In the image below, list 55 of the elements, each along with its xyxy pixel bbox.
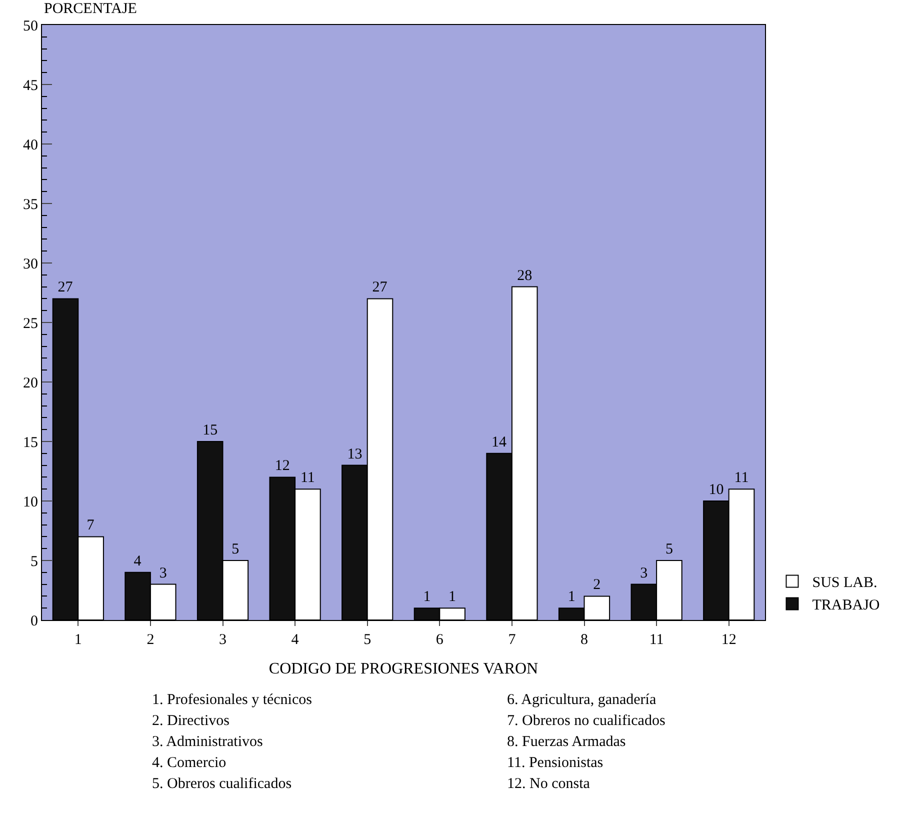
data-label: 27: [58, 280, 74, 296]
y-tick-label: 40: [23, 137, 38, 154]
y-tick-label: 15: [23, 434, 38, 451]
text: 5. Obreros cualificados: [152, 776, 292, 792]
x-tick-label: 1: [74, 632, 82, 648]
x-tick-label: 7: [508, 632, 516, 648]
text: 2. Directivos: [152, 713, 230, 729]
data-label: 11: [734, 470, 749, 486]
text: 1. Profesionales y técnicos: [152, 692, 312, 708]
x-tick-label: 12: [721, 632, 736, 648]
data-label: 27: [372, 280, 388, 296]
y-tick-label: 10: [23, 494, 38, 510]
y-tick-label: 5: [30, 554, 38, 570]
x-tick-label: 8: [580, 632, 588, 648]
x-tick-label: 3: [219, 632, 226, 648]
text: 4. Comercio: [152, 755, 226, 771]
data-label: 1: [448, 589, 456, 606]
data-label: 11: [300, 470, 315, 486]
data-label: 12: [274, 458, 290, 474]
data-label: 1: [568, 589, 576, 606]
y-tick-label: 0: [30, 613, 38, 630]
data-label: 7: [86, 518, 95, 534]
x-tick-label: 4: [291, 632, 300, 648]
y-tick-label: 30: [23, 256, 38, 272]
data-label: 28: [517, 268, 532, 284]
data-label: 13: [347, 446, 362, 462]
data-label: 5: [232, 542, 240, 558]
x-tick-label: 11: [649, 632, 664, 648]
data-label: 2: [593, 577, 601, 594]
x-tick-label: 6: [436, 632, 444, 648]
data-label: 14: [492, 434, 508, 450]
legend-label: TRABAJO: [812, 598, 880, 614]
data-label: 4: [134, 553, 142, 570]
y-tick-label: 45: [23, 78, 38, 94]
data-label: 10: [708, 482, 724, 498]
y-tick-label: 50: [23, 18, 38, 34]
data-label: 3: [159, 565, 167, 582]
legend-label: SUS LAB.: [812, 575, 878, 592]
text: 12. No consta: [507, 776, 590, 792]
data-label: 15: [202, 422, 218, 438]
text: 11. Pensionistas: [507, 755, 604, 771]
x-tick-label: 5: [364, 632, 372, 648]
text: 3. Administrativos: [152, 734, 263, 750]
text: 7. Obreros no cualificados: [507, 713, 666, 729]
data-label: 3: [640, 565, 648, 582]
y-tick-label: 25: [23, 316, 38, 332]
y-tick-label: 35: [23, 196, 38, 213]
text: 8. Fuerzas Armadas: [507, 734, 626, 750]
x-axis-title: CODIGO DE PROGRESIONES VARON: [268, 660, 539, 678]
y-tick-label: 20: [23, 375, 38, 392]
x-tick-label: 2: [146, 632, 154, 648]
y-axis-title: PORCENTAJE: [44, 1, 137, 17]
data-label: 1: [423, 589, 431, 606]
data-label: 5: [665, 542, 673, 558]
text: 6. Agricultura, ganadería: [507, 692, 656, 708]
